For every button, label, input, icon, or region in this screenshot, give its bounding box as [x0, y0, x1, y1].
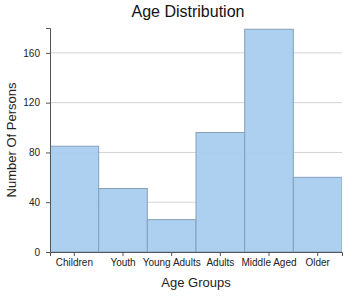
- y-tick-label: 80: [29, 147, 41, 158]
- x-tick: Middle Aged: [241, 252, 296, 268]
- y-tick-mark: [46, 53, 50, 54]
- x-tick: Young Adults: [143, 252, 201, 268]
- x-tick-label: Older: [305, 257, 330, 268]
- x-tick-label: Youth: [110, 257, 135, 268]
- y-tick: 40: [29, 197, 50, 208]
- x-tick-mark: [269, 252, 270, 256]
- x-tick: Children: [56, 252, 93, 268]
- y-tick-mark: [46, 202, 50, 203]
- x-axis-line: [51, 253, 343, 257]
- chart: 0 40 80 120 160 Children Youth Young Adults Adul…: [0, 0, 356, 298]
- bar: [99, 189, 148, 252]
- y-tick-label: 120: [23, 97, 40, 108]
- grid-line: [50, 102, 342, 103]
- y-tick: 80: [29, 147, 50, 158]
- x-axis-title: Age Groups: [161, 275, 231, 290]
- x-tick: Older: [305, 252, 330, 268]
- x-tick-mark: [123, 252, 124, 256]
- y-axis-title: Number Of Persons: [4, 82, 19, 197]
- y-axis: 0 40 80 120 160: [23, 29, 50, 258]
- x-tick-mark: [74, 252, 75, 256]
- title: Age Distribution: [132, 3, 245, 20]
- y-tick-mark: [46, 152, 50, 153]
- y-tick-mark: [46, 252, 50, 253]
- bar: [245, 29, 294, 252]
- x-tick-label: Adults: [206, 257, 234, 268]
- bar: [196, 133, 245, 252]
- grid-line: [50, 52, 342, 53]
- x-tick-label: Middle Aged: [241, 257, 296, 268]
- y-tick-label: 160: [23, 48, 40, 59]
- y-tick-label: 0: [34, 247, 40, 258]
- x-tick-label: Children: [56, 257, 93, 268]
- x-axis: Children Youth Young Adults Adults Middle Ag…: [51, 252, 343, 268]
- y-tick: 0: [34, 247, 50, 258]
- y-tick: 120: [23, 97, 50, 108]
- x-tick-label: Young Adults: [143, 257, 201, 268]
- x-tick-mark: [317, 252, 318, 256]
- y-axis-line: [46, 29, 51, 253]
- bar: [50, 146, 99, 252]
- y-tick-label: 40: [29, 197, 41, 208]
- y-tick-mark: [46, 103, 50, 104]
- grid: [50, 53, 342, 252]
- bar: [147, 220, 196, 252]
- bars: [50, 29, 342, 252]
- bar: [293, 177, 342, 252]
- x-tick: Youth: [110, 252, 135, 268]
- x-tick-mark: [220, 252, 221, 256]
- y-tick: 160: [23, 48, 50, 59]
- x-tick-mark: [171, 252, 172, 256]
- x-tick: Adults: [206, 252, 234, 268]
